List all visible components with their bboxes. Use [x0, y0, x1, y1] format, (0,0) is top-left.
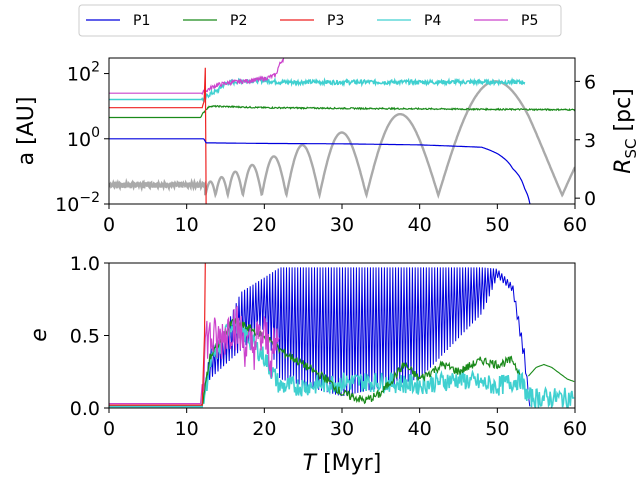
bottom-xtick-label: 30 [330, 418, 354, 440]
top-xtick-label: 20 [252, 214, 276, 236]
top-y2tick-label: 3 [584, 130, 596, 152]
top-right-ylabel-sub: SC [622, 138, 640, 158]
top-series-p1 [109, 138, 531, 204]
top-series-p4 [109, 75, 526, 103]
top-ytick-label: 10−2 [55, 190, 100, 216]
bottom-xlabel-unit: [Myr] [316, 451, 381, 476]
top-right-ylabel-unit: [pc] [611, 88, 636, 138]
bottom-xlabel-main: T [303, 451, 318, 476]
legend-label-p1: P1 [133, 13, 150, 29]
top-y2tick-label: 6 [584, 71, 596, 93]
bottom-xtick-label: 10 [175, 418, 199, 440]
top-ytick-base: 10 [67, 64, 91, 86]
legend: P1 P2 P3 P4 P5 [78, 4, 562, 37]
top-right-ylabel: RSC [pc] [611, 88, 640, 174]
top-xtick-label: 10 [175, 214, 199, 236]
top-ytick-label: 102 [67, 60, 100, 86]
top-ytick-base: 10 [67, 129, 91, 151]
bottom-series-p2-tail [527, 363, 575, 383]
legend-label-p5: P5 [521, 13, 538, 29]
top-left-ylabel: a [AU] [14, 97, 39, 166]
top-xtick-label: 0 [103, 214, 115, 236]
bottom-ytick-label: 1.0 [70, 253, 100, 275]
top-series-p3 [109, 67, 207, 204]
bottom-xlabel: T [Myr] [303, 451, 382, 476]
bottom-panel: 0 10 20 30 40 50 60 0.0 0.5 1.0 e T [Myr] [27, 253, 587, 476]
top-left-ylabel-text: a [AU] [14, 97, 39, 166]
top-ytick-base: 10 [55, 194, 79, 216]
bottom-ticks: 0 10 20 30 40 50 60 0.0 0.5 1.0 [70, 253, 587, 440]
legend-label-p4: P4 [424, 13, 441, 29]
bottom-series-p4 [109, 315, 575, 408]
bottom-xtick-label: 0 [103, 418, 115, 440]
bottom-series-group [109, 263, 575, 408]
top-ytick-label: 100 [67, 125, 100, 151]
bottom-xtick-label: 40 [408, 418, 432, 440]
bottom-xtick-label: 60 [563, 418, 587, 440]
legend-label-p2: P2 [230, 13, 247, 29]
top-xtick-label: 40 [408, 214, 432, 236]
bottom-series-p5 [109, 305, 280, 405]
top-ytick-exponent: −2 [79, 190, 100, 206]
top-xtick-label: 60 [563, 214, 587, 236]
top-right-ylabel-main: R [611, 158, 636, 173]
bottom-ytick-label: 0.0 [70, 398, 100, 420]
bottom-xtick-label: 50 [485, 418, 509, 440]
bottom-ylabel: e [27, 328, 52, 342]
top-series-p5 [109, 58, 285, 95]
legend-frame [78, 4, 562, 37]
bottom-ytick-label: 0.5 [70, 326, 100, 348]
bottom-series-p3 [109, 263, 206, 406]
top-ytick-exponent: 0 [91, 125, 100, 141]
top-series-group [109, 58, 575, 204]
top-series-p2 [109, 104, 575, 119]
legend-label-p3: P3 [327, 13, 344, 29]
bottom-xtick-label: 20 [252, 418, 276, 440]
top-ytick-exponent: 2 [91, 60, 100, 76]
top-y2tick-label: 0 [584, 188, 596, 210]
top-xtick-label: 30 [330, 214, 354, 236]
top-xtick-label: 50 [485, 214, 509, 236]
